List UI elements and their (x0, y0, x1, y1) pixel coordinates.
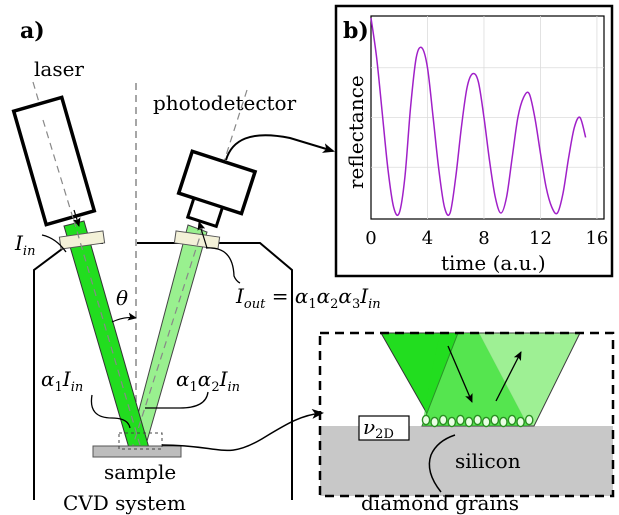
sample-zoom-box (118, 432, 163, 450)
a1a2-iin-label: α1α2Iin (176, 367, 240, 395)
cvd-system-label: CVD system (63, 491, 186, 515)
chart-x-tick-label: 8 (478, 228, 489, 249)
diamond-grain (481, 416, 491, 428)
iin-leader (41, 234, 67, 253)
diamond-grain (447, 416, 457, 428)
nu-2d-box (358, 415, 410, 441)
diamond-grain (438, 414, 448, 426)
zoom-arrow (161, 408, 324, 452)
a1-leader (90, 394, 131, 429)
panel-c: ν2D silicon diamond grains (318, 331, 615, 515)
panel-a: a) θ (11, 18, 381, 515)
chart-x-tick-label: 4 (422, 228, 433, 249)
laser-device (11, 95, 97, 227)
panel-b-label: b) (343, 18, 369, 44)
iout-equation: Iout = α1α2α3Iin (235, 284, 381, 312)
chart-grid (371, 16, 604, 219)
diamond-grain (516, 416, 525, 428)
photodetector-device (176, 149, 258, 229)
chart-x-tick-label: 12 (529, 228, 552, 249)
diamond-grains-label: diamond grains (361, 491, 519, 515)
diamond-grain (430, 416, 439, 428)
reflected-arrow-zoom (495, 351, 522, 402)
panel-a-label: a) (20, 18, 45, 44)
a1-iin-label: α1Iin (41, 367, 83, 395)
diamond-grain (524, 414, 534, 426)
photodetector-label: photodetector (153, 91, 297, 115)
iout-leader (205, 247, 241, 284)
laser-label: laser (34, 57, 84, 81)
grains-leader (428, 434, 456, 493)
diamond-grain (499, 416, 508, 428)
panel-b: 0 4 8 12 16 b) reflectance time (a.u.) (334, 4, 614, 278)
sample-label: sample (104, 460, 176, 484)
theta-symbol: θ (116, 286, 128, 310)
laser-output-arrow (72, 209, 81, 227)
a1a2-leader (145, 391, 209, 409)
reflectance-series-line (370, 17, 587, 216)
incident-arrow-zoom (447, 345, 473, 403)
entrance-window (58, 230, 106, 250)
diamond-grain (464, 416, 474, 428)
diamond-grain (507, 414, 517, 426)
laser-axis-inside (42, 119, 74, 219)
reflectance-chart: 0 4 8 12 16 (365, 15, 608, 249)
chart-y-axis-label: reflectance (344, 75, 368, 189)
diamond-grain (490, 414, 500, 426)
chart-x-tick-label: 16 (585, 228, 608, 249)
diamond-grain (456, 414, 465, 426)
diamond-grain (473, 414, 482, 426)
silicon-label: silicon (455, 449, 521, 473)
overlap-region-zoom (422, 333, 528, 426)
iin-label: Iin (14, 231, 35, 259)
chart-x-axis-label: time (a.u.) (441, 251, 546, 275)
diamond-grain (421, 414, 431, 426)
panel-c-frame (318, 331, 615, 498)
theta-arc (111, 312, 137, 323)
exit-window (173, 230, 221, 250)
diamond-grains (421, 414, 534, 428)
chart-x-tick-label: 0 (365, 228, 376, 249)
detector-axis-line (131, 89, 248, 449)
detector-input-arrow (197, 221, 208, 249)
detector-signal-arrow (225, 134, 335, 161)
sample-stage (92, 445, 182, 458)
chart-x-ticks: 0 4 8 12 16 (365, 228, 608, 249)
nu-2d-label: ν2D (363, 415, 394, 442)
